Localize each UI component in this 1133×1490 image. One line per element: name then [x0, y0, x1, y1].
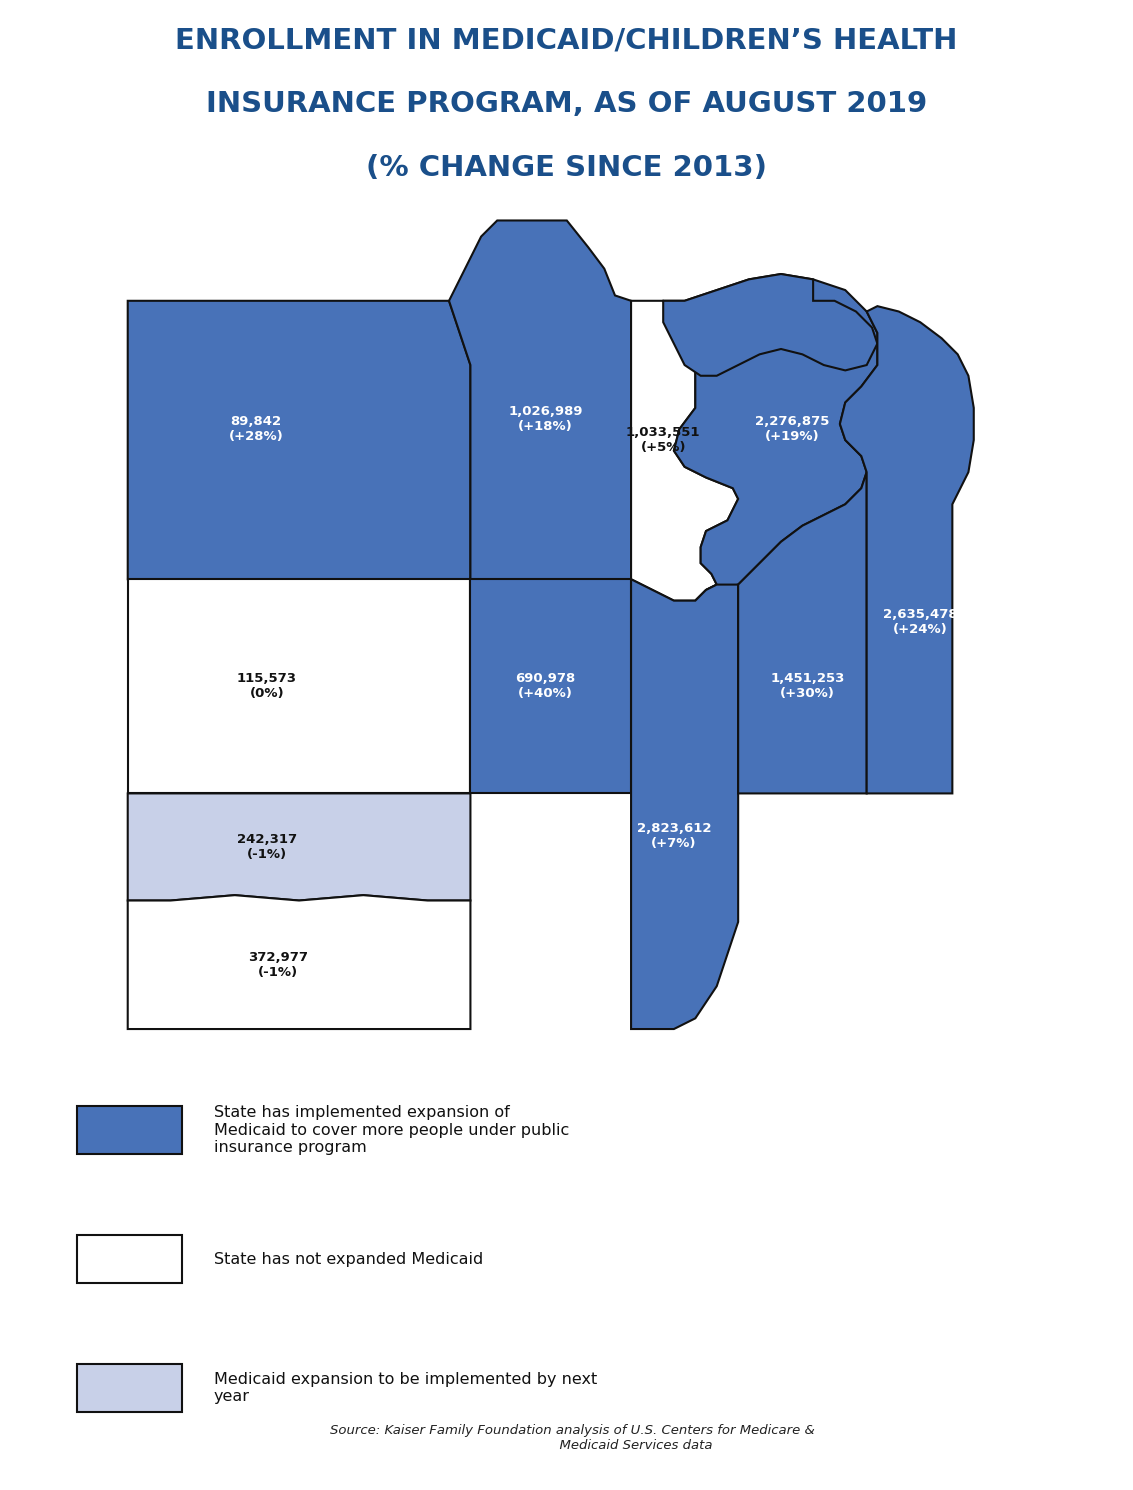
Polygon shape: [663, 274, 877, 600]
Text: Source: Kaiser Family Foundation analysis of U.S. Centers for Medicare &
       : Source: Kaiser Family Foundation analysi…: [330, 1424, 815, 1453]
Text: Medicaid expansion to be implemented by next
year: Medicaid expansion to be implemented by …: [214, 1372, 597, 1404]
Polygon shape: [663, 274, 877, 375]
Text: 2,276,875
(+19%): 2,276,875 (+19%): [755, 416, 829, 444]
Text: State has not expanded Medicaid: State has not expanded Medicaid: [214, 1252, 483, 1266]
Polygon shape: [128, 794, 470, 900]
Text: ENROLLMENT IN MEDICAID/CHILDREN’S HEALTH: ENROLLMENT IN MEDICAID/CHILDREN’S HEALTH: [176, 27, 957, 55]
Text: (% CHANGE SINCE 2013): (% CHANGE SINCE 2013): [366, 153, 767, 182]
Polygon shape: [128, 895, 470, 1030]
Bar: [77, 1363, 182, 1413]
Bar: [77, 1235, 182, 1283]
Text: State has implemented expansion of
Medicaid to cover more people under public
in: State has implemented expansion of Medic…: [214, 1106, 569, 1155]
Text: 1,033,551
(+5%): 1,033,551 (+5%): [625, 426, 700, 454]
Polygon shape: [631, 301, 739, 600]
Polygon shape: [840, 305, 973, 794]
Polygon shape: [470, 580, 631, 794]
Text: 242,317
(-1%): 242,317 (-1%): [237, 833, 297, 861]
Text: 89,842
(+28%): 89,842 (+28%): [229, 416, 283, 444]
Text: 372,977
(-1%): 372,977 (-1%): [248, 951, 308, 979]
Polygon shape: [739, 472, 867, 794]
Text: INSURANCE PROGRAM, AS OF AUGUST 2019: INSURANCE PROGRAM, AS OF AUGUST 2019: [206, 91, 927, 118]
Bar: [77, 1106, 182, 1155]
Text: 1,026,989
(+18%): 1,026,989 (+18%): [508, 405, 582, 432]
Polygon shape: [128, 580, 470, 794]
Text: 2,635,478
(+24%): 2,635,478 (+24%): [883, 608, 957, 636]
Text: 1,451,253
(+30%): 1,451,253 (+30%): [770, 672, 845, 700]
Polygon shape: [449, 221, 631, 580]
Text: 2,823,612
(+7%): 2,823,612 (+7%): [637, 822, 712, 851]
Polygon shape: [631, 580, 739, 1030]
Text: 115,573
(0%): 115,573 (0%): [237, 672, 297, 700]
Text: 690,978
(+40%): 690,978 (+40%): [516, 672, 576, 700]
Polygon shape: [128, 301, 470, 580]
